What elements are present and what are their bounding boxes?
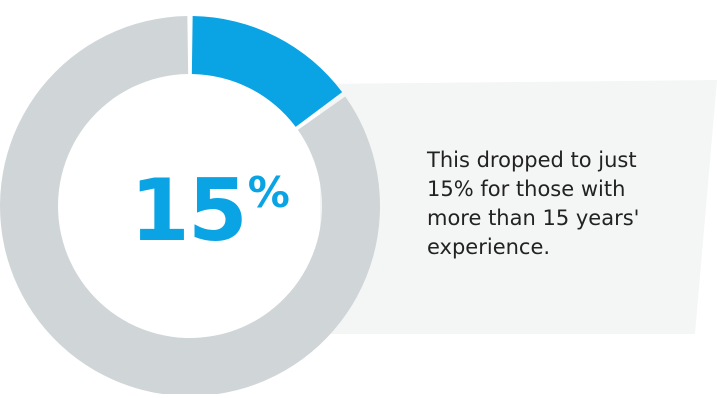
donut-slice-remainder [0, 16, 381, 396]
donut-center-unit: % [247, 168, 290, 217]
donut-center-value: 15 [130, 161, 248, 261]
callout-text: This dropped to just 15% for those with … [427, 148, 640, 259]
donut-svg [0, 16, 381, 396]
donut-slice-highlight [191, 16, 343, 127]
callout-background [320, 80, 717, 334]
donut-chart: 15% [0, 16, 381, 396]
donut-center-label: 15% [130, 168, 290, 254]
